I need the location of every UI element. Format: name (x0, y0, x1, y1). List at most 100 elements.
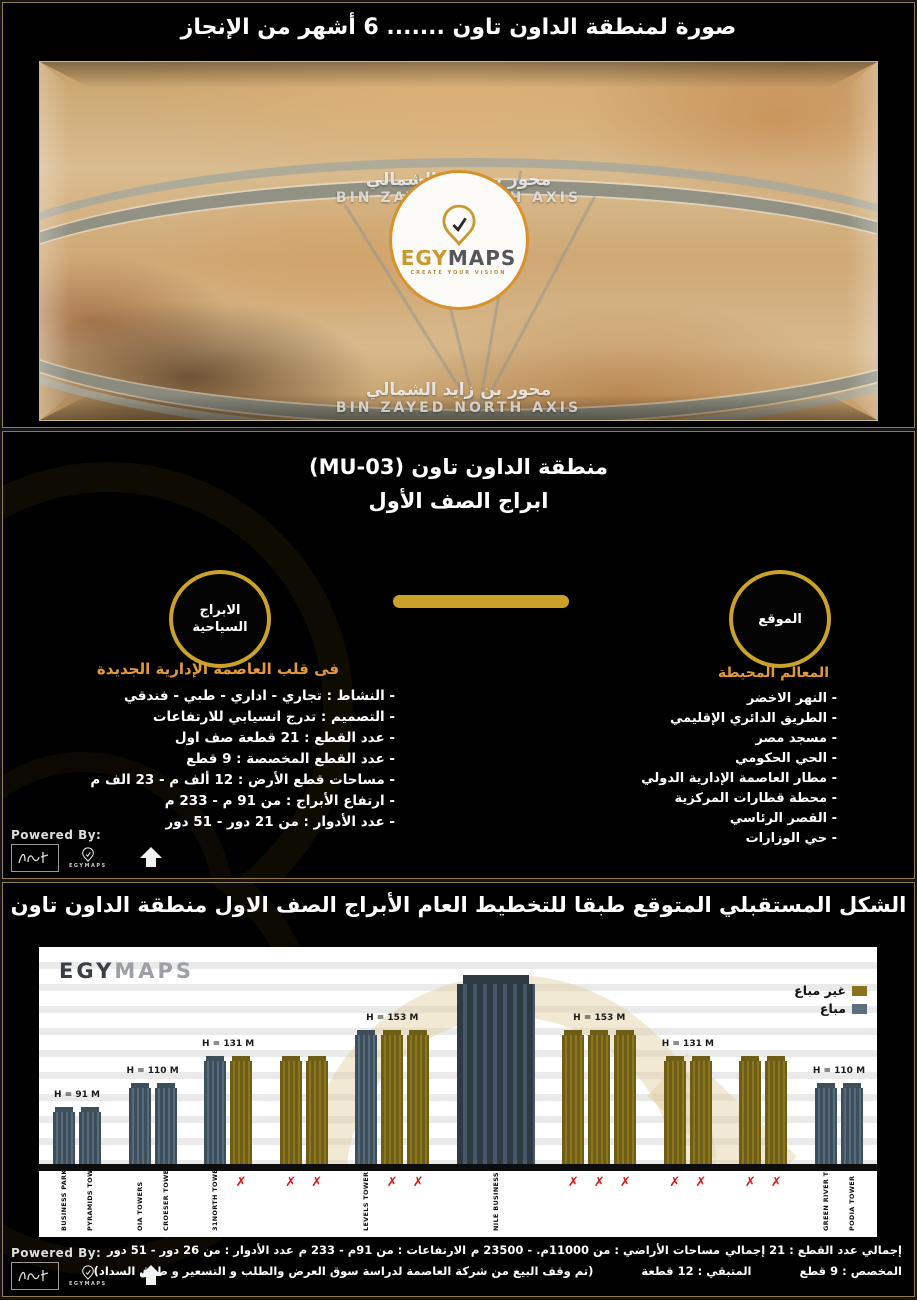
powered-by-brand: EGYMAPS (69, 863, 107, 869)
stat-remaining: المتبقي : 12 قطعة (641, 1264, 752, 1278)
height-label: H = 110 M (126, 1066, 179, 1076)
list-item: - مسجد مصر (755, 731, 837, 746)
gold-divider-bar (393, 595, 569, 608)
axis-label-bottom-arabic: محور بن زايد الشمالي (365, 380, 552, 400)
strip-cell: NILE BUSINESS CITY (457, 1171, 535, 1231)
towers-row: H = 91 M H = 110 M H = 131 M H = 153 M H = 1… (39, 975, 877, 1164)
unsold-x-mark: ✗ (412, 1175, 424, 1190)
strip-group: ✗ ✗ (739, 1175, 787, 1190)
strip-group: ✗ ✗ (664, 1175, 712, 1190)
strip-cell: ✗ (765, 1175, 787, 1190)
strip-cell: ✗ (690, 1175, 712, 1190)
logo-tagline: CREATE YOUR VISION (410, 270, 507, 276)
legend-sold-label: مباع (819, 1001, 846, 1016)
unsold-x-mark: ✗ (669, 1175, 681, 1190)
tower-group (279, 1056, 328, 1164)
tower-group: H = 131 M (662, 1039, 714, 1164)
tower-unsold (614, 1030, 637, 1164)
axis-label-bottom-english: BIN ZAYED NORTH AXIS (335, 400, 582, 416)
tower-group: H = 131 M (202, 1039, 254, 1164)
map-pin-icon (81, 847, 94, 862)
landmarks-list: - النهر الاخضر - الطريق الدائري الإقليمي… (641, 689, 837, 849)
sold-swatch (852, 1003, 867, 1014)
badge-tourist-towers: الابراج السياحية (169, 570, 271, 668)
strip-cell: ✗ (230, 1175, 252, 1231)
strip-cell: ✗ (614, 1175, 636, 1190)
sales-stopped-note: (تم وقف البيع من شركة العاصمة لدراسة سوق… (93, 1264, 594, 1278)
tower-sold (154, 1083, 177, 1164)
tower-sold (204, 1056, 227, 1164)
tower-name-label: NILE BUSINESS CITY (491, 1171, 500, 1231)
tower-name-strip: BUSINESS PARK PYRAMIDS TOWER OIA TOWERS CRO… (39, 1171, 877, 1237)
strip-group: LEVELS TOWERS ✗ ✗ (355, 1171, 429, 1231)
tower-unsold (588, 1030, 611, 1164)
strip-cell: GREEN RIVER TOWER (815, 1171, 837, 1231)
strip-group: BUSINESS PARK PYRAMIDS TOWER (53, 1171, 101, 1231)
stat-total-plots: إجمالي عدد القطع : 21 إجمالي (724, 1243, 902, 1257)
stat-allocated: المخصص : 9 قطع (799, 1264, 903, 1278)
tower-name-label: PODIA TOWER (847, 1175, 856, 1231)
strip-cell: ✗ (739, 1175, 761, 1190)
list-item: - الطريق الدائري الإقليمي (670, 711, 837, 726)
egymaps-logo-word: EGYMAPS (401, 248, 517, 268)
tower-name-label: 31NORTH TOWER (211, 1171, 220, 1231)
unsold-x-mark: ✗ (311, 1175, 323, 1190)
logo-egy: EGY (400, 246, 448, 270)
list-item: - عدد القطع : 21 قطعة صف اول (174, 730, 395, 746)
unsold-x-mark: ✗ (695, 1175, 707, 1190)
list-item: - حي الوزارات (745, 831, 837, 846)
tower-name-label: BUSINESS PARK (60, 1171, 68, 1231)
tower-unsold (689, 1056, 712, 1164)
strip-cell: ✗ (562, 1175, 584, 1190)
stats-row-1: إجمالي عدد القطع : 21 إجمالي مساحات الأر… (107, 1243, 902, 1257)
strip-cell: CROESER TOWER (155, 1171, 177, 1231)
info-slide-title: منطقة الداون تاون (MU-03) ابراج الصف الأ… (3, 450, 914, 518)
strip-group: OIA TOWERS CROESER TOWER (129, 1171, 177, 1232)
strip-cell: OIA TOWERS (129, 1175, 151, 1232)
egymaps-chart-logo: EGYMAPS (59, 959, 194, 983)
aerial-photo: محور بن زايد الشمالي BIN ZAYED NORTH AXI… (39, 61, 878, 421)
powered-by-label: Powered By: (11, 828, 102, 842)
strip-cell: 31NORTH TOWER (204, 1171, 226, 1231)
up-arrow-icon (139, 847, 163, 869)
map-pin-icon (81, 1265, 94, 1280)
unsold-x-mark: ✗ (593, 1175, 605, 1190)
strip-group: ✗ ✗ ✗ (562, 1175, 636, 1190)
strip-cell: LEVELS TOWERS (355, 1171, 377, 1231)
powered-by-row: EGYMAPS (11, 1262, 163, 1290)
height-label: H = 153 M (366, 1013, 419, 1023)
unsold-x-mark: ✗ (619, 1175, 631, 1190)
tower-sold (840, 1083, 863, 1164)
chart-slide-title: الشكل المستقبلي المتوقع طبقا للتخطيط الع… (10, 893, 907, 917)
strip-cell: ✗ (381, 1175, 403, 1231)
strip-cell: ✗ (280, 1175, 302, 1190)
unsold-x-mark: ✗ (285, 1175, 297, 1190)
unsold-x-mark: ✗ (567, 1175, 579, 1190)
tower-unsold (663, 1056, 686, 1164)
stat-heights: الارتفاعات : من 91م - 233 م (298, 1243, 467, 1257)
strip-cell: BUSINESS PARK (53, 1171, 75, 1231)
tower-group: H = 153 M (355, 1013, 430, 1164)
logo-maps: MAPS (447, 246, 517, 270)
tower-unsold (305, 1056, 328, 1164)
list-item: - عدد القطع المخصصة : 9 قطع (186, 751, 395, 767)
list-item: - محطة قطارات المركزية (674, 791, 837, 806)
photo-bevel-top (40, 62, 877, 88)
info-title-line1: منطقة الداون تاون (MU-03) (308, 455, 609, 479)
right-column-header: المعالم المحيطة (717, 665, 829, 681)
list-item: - القصر الرئاسي (729, 811, 837, 826)
height-label: H = 110 M (812, 1066, 866, 1076)
chart-divider (39, 1164, 877, 1171)
tower-unsold (381, 1030, 404, 1164)
unsold-x-mark: ✗ (744, 1175, 756, 1190)
egymaps-logo-badge: EGYMAPS CREATE YOUR VISION (388, 170, 529, 310)
strip-cell: ✗ (407, 1175, 429, 1231)
section-info-slide: منطقة الداون تاون (MU-03) ابراج الصف الأ… (2, 431, 915, 879)
powered-by-block: Powered By: EGYMAPS (11, 828, 163, 872)
project-details-list: - النشاط : تجاري - اداري - طبي - فندقي -… (23, 686, 395, 833)
tower-unsold (407, 1030, 430, 1164)
tower-unsold (739, 1056, 762, 1164)
